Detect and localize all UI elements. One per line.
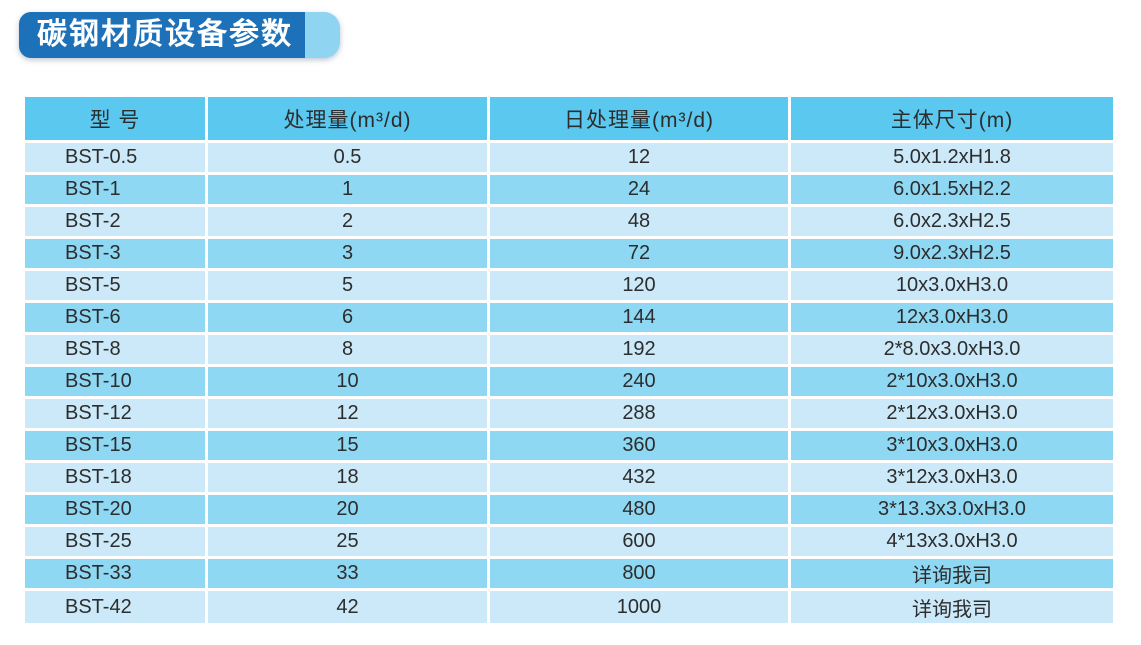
cell-size: 详询我司: [791, 559, 1113, 591]
table-row: BST-2 2 48 6.0x2.3xH2.5: [25, 207, 1113, 239]
cell-daily: 24: [490, 175, 791, 207]
table-row: BST-33 33 800 详询我司: [25, 559, 1113, 591]
table-row: BST-15 15 360 3*10x3.0xH3.0: [25, 431, 1113, 463]
column-header-1: 处理量(m³/d): [208, 97, 490, 143]
cell-daily: 192: [490, 335, 791, 367]
cell-daily: 800: [490, 559, 791, 591]
cell-size: 3*12x3.0xH3.0: [791, 463, 1113, 495]
cell-capacity: 2: [208, 207, 490, 239]
cell-model: BST-8: [25, 335, 208, 367]
cell-capacity: 33: [208, 559, 490, 591]
table-row: BST-3 3 72 9.0x2.3xH2.5: [25, 239, 1113, 271]
cell-daily: 600: [490, 527, 791, 559]
cell-size: 6.0x1.5xH2.2: [791, 175, 1113, 207]
cell-size: 3*10x3.0xH3.0: [791, 431, 1113, 463]
cell-model: BST-0.5: [25, 143, 208, 175]
cell-capacity: 10: [208, 367, 490, 399]
cell-capacity: 42: [208, 591, 490, 623]
cell-capacity: 15: [208, 431, 490, 463]
column-header-2: 日处理量(m³/d): [490, 97, 791, 143]
cell-daily: 120: [490, 271, 791, 303]
cell-size: 9.0x2.3xH2.5: [791, 239, 1113, 271]
table-row: BST-12 12 288 2*12x3.0xH3.0: [25, 399, 1113, 431]
cell-model: BST-18: [25, 463, 208, 495]
table-row: BST-8 8 192 2*8.0x3.0xH3.0: [25, 335, 1113, 367]
cell-model: BST-15: [25, 431, 208, 463]
cell-model: BST-20: [25, 495, 208, 527]
table-row: BST-42 42 1000 详询我司: [25, 591, 1113, 623]
cell-model: BST-5: [25, 271, 208, 303]
cell-daily: 48: [490, 207, 791, 239]
section-title-badge: 碳钢材质设备参数: [19, 12, 340, 58]
cell-capacity: 8: [208, 335, 490, 367]
cell-daily: 72: [490, 239, 791, 271]
cell-model: BST-12: [25, 399, 208, 431]
cell-capacity: 5: [208, 271, 490, 303]
cell-size: 12x3.0xH3.0: [791, 303, 1113, 335]
column-header-0: 型 号: [25, 97, 208, 143]
cell-size: 5.0x1.2xH1.8: [791, 143, 1113, 175]
table-row: BST-25 25 600 4*13x3.0xH3.0: [25, 527, 1113, 559]
table-row: BST-0.5 0.5 12 5.0x1.2xH1.8: [25, 143, 1113, 175]
cell-capacity: 12: [208, 399, 490, 431]
cell-model: BST-1: [25, 175, 208, 207]
cell-daily: 432: [490, 463, 791, 495]
cell-daily: 288: [490, 399, 791, 431]
cell-size: 3*13.3x3.0xH3.0: [791, 495, 1113, 527]
table-body: BST-0.5 0.5 12 5.0x1.2xH1.8 BST-1 1 24 6.0x1.5x…: [25, 143, 1113, 623]
cell-size: 6.0x2.3xH2.5: [791, 207, 1113, 239]
cell-size: 4*13x3.0xH3.0: [791, 527, 1113, 559]
cell-daily: 360: [490, 431, 791, 463]
cell-size: 2*12x3.0xH3.0: [791, 399, 1113, 431]
cell-capacity: 18: [208, 463, 490, 495]
cell-capacity: 20: [208, 495, 490, 527]
cell-model: BST-25: [25, 527, 208, 559]
cell-size: 2*10x3.0xH3.0: [791, 367, 1113, 399]
table-row: BST-1 1 24 6.0x1.5xH2.2: [25, 175, 1113, 207]
table-header-row: 型 号处理量(m³/d) 日处理量(m³/d) 主体尺寸(m): [25, 97, 1113, 143]
table-row: BST-6 6 144 12x3.0xH3.0: [25, 303, 1113, 335]
cell-model: BST-33: [25, 559, 208, 591]
cell-capacity: 25: [208, 527, 490, 559]
cell-daily: 1000: [490, 591, 791, 623]
cell-capacity: 0.5: [208, 143, 490, 175]
cell-daily: 144: [490, 303, 791, 335]
cell-capacity: 3: [208, 239, 490, 271]
cell-capacity: 1: [208, 175, 490, 207]
cell-capacity: 6: [208, 303, 490, 335]
cell-size: 详询我司: [791, 591, 1113, 623]
page-title: 碳钢材质设备参数: [19, 12, 305, 58]
column-header-3: 主体尺寸(m): [791, 97, 1113, 143]
cell-size: 2*8.0x3.0xH3.0: [791, 335, 1113, 367]
table-row: BST-5 5 120 10x3.0xH3.0: [25, 271, 1113, 303]
table-row: BST-20 20 480 3*13.3x3.0xH3.0: [25, 495, 1113, 527]
title-badge-accent-tab: [305, 12, 340, 58]
cell-model: BST-10: [25, 367, 208, 399]
table-row: BST-18 18 432 3*12x3.0xH3.0: [25, 463, 1113, 495]
cell-size: 10x3.0xH3.0: [791, 271, 1113, 303]
cell-model: BST-6: [25, 303, 208, 335]
cell-daily: 12: [490, 143, 791, 175]
cell-daily: 480: [490, 495, 791, 527]
equipment-spec-table: 型 号处理量(m³/d) 日处理量(m³/d) 主体尺寸(m) BST-0.5 0.5…: [25, 97, 1113, 623]
cell-model: BST-42: [25, 591, 208, 623]
cell-model: BST-2: [25, 207, 208, 239]
cell-model: BST-3: [25, 239, 208, 271]
cell-daily: 240: [490, 367, 791, 399]
table-row: BST-10 10 240 2*10x3.0xH3.0: [25, 367, 1113, 399]
